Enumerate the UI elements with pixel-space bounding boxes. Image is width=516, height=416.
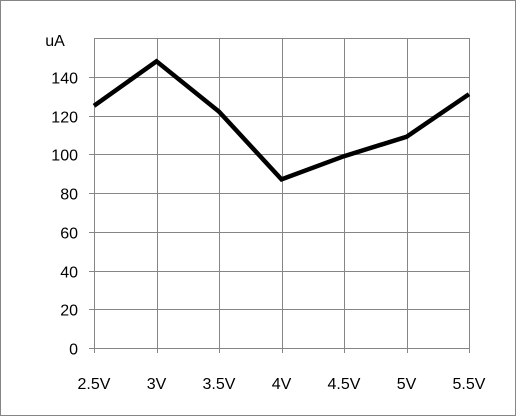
x-tick-label: 5V (397, 376, 417, 393)
axes (89, 38, 470, 353)
x-tick-label: 3.5V (203, 376, 236, 393)
series-line (92, 58, 471, 183)
series-layer (92, 58, 471, 183)
y-tick-label: 20 (60, 303, 78, 320)
x-tick-label: 2.5V (78, 376, 111, 393)
y-tick-label: 60 (60, 226, 78, 243)
y-tick-label: 80 (60, 187, 78, 204)
x-tick-label: 4V (272, 376, 292, 393)
y-tick-label: 0 (69, 342, 78, 359)
x-tick-label: 5.5V (453, 376, 486, 393)
y-tick-label: 100 (51, 148, 78, 165)
y-tick-label: 140 (51, 71, 78, 88)
x-tick-label: 4.5V (328, 376, 361, 393)
tick-labels: 0 20 40 60 80 100 120 140 2.5V 3V 3.5V 4V 4.5V 5V 5.5V (51, 71, 485, 394)
y-axis-unit-label: uA (45, 33, 65, 50)
gridlines (94, 38, 470, 348)
x-tick-label: 3V (147, 376, 167, 393)
y-tick-label: 40 (60, 265, 78, 282)
y-tick-label: 120 (51, 110, 78, 127)
